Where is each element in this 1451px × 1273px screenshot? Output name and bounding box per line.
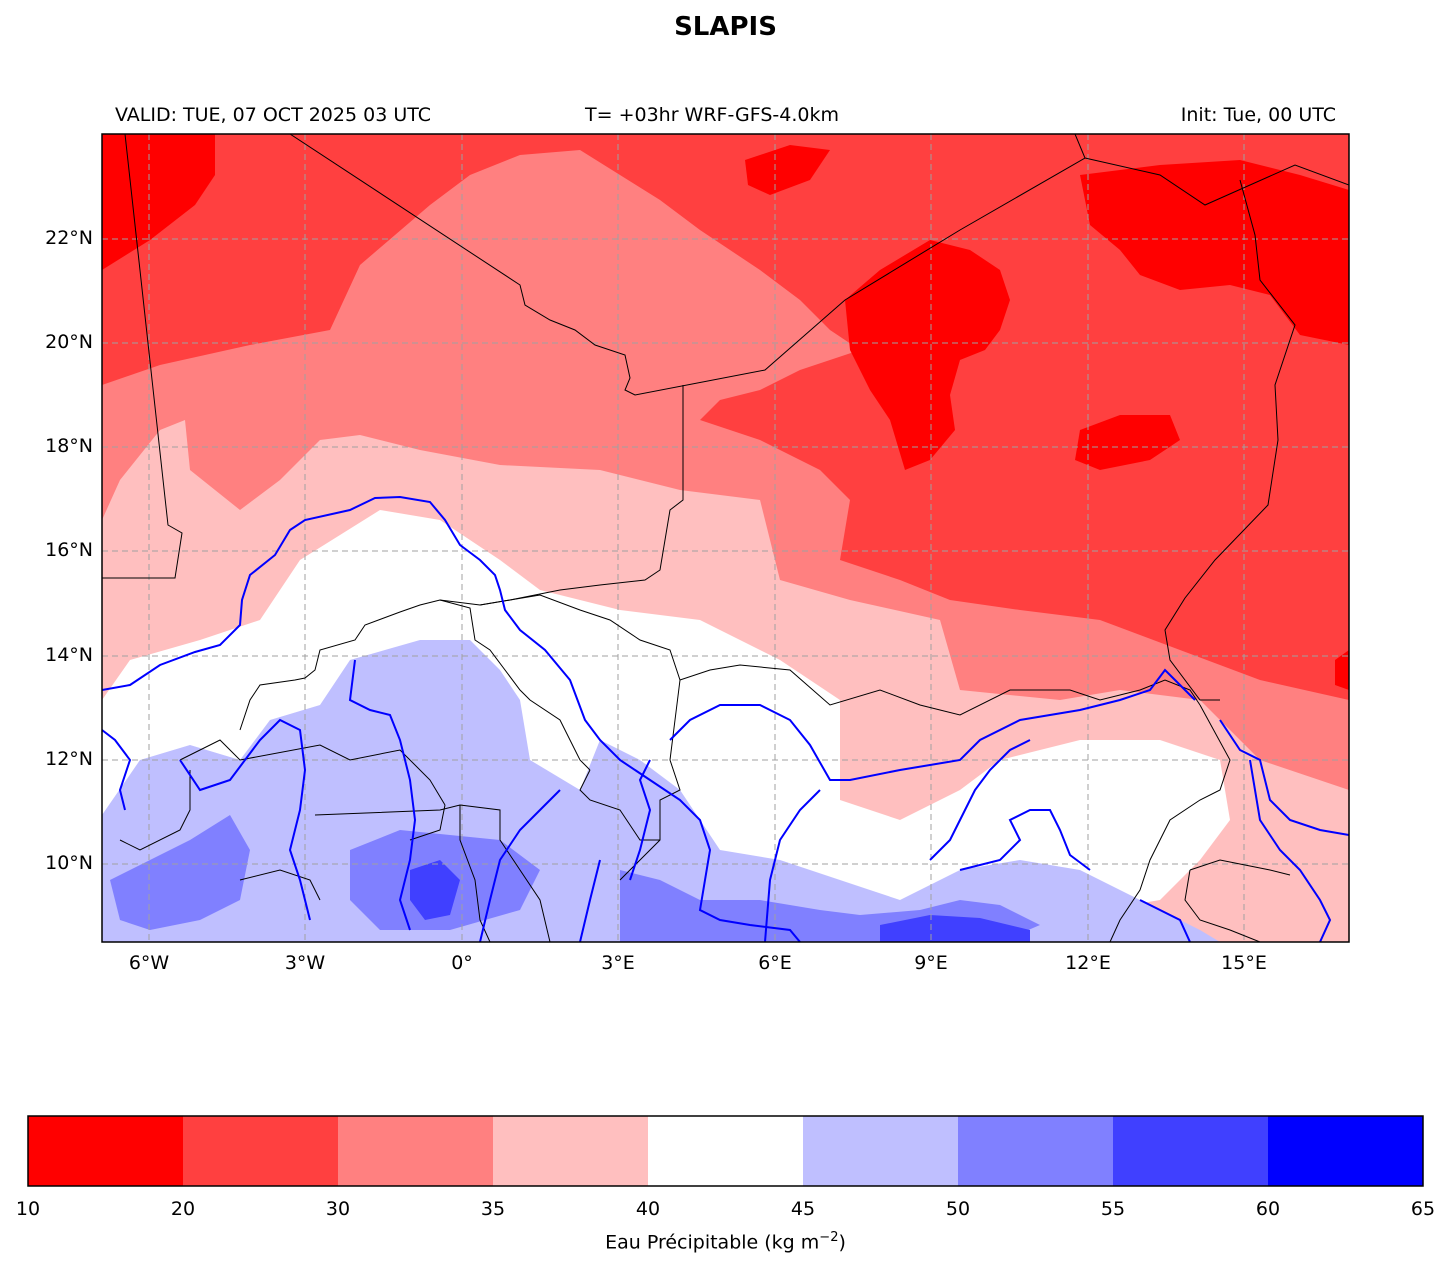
colorbar-frame [27,1115,1424,1187]
colorbar-label-text: Eau Précipitable (kg m [605,1231,820,1254]
colorbar [28,1116,1424,1186]
lat-label-10n: 10°N [45,852,93,874]
colorbar-label: Eau Précipitable (kg m−2) [0,1230,1451,1253]
band-10-20-north [745,145,830,195]
lat-label-14n: 14°N [45,644,93,666]
colorbar-tick: 65 [1410,1198,1436,1220]
lon-label-3w: 3°W [284,952,326,974]
colorbar-tick: 45 [790,1198,816,1220]
colorbar-swatch [28,1116,184,1186]
colorbar-label-end: ) [838,1231,846,1254]
lat-label-20n: 20°N [45,331,93,353]
colorbar-swatch [1268,1116,1424,1186]
lat-label-16n: 16°N [45,539,93,561]
colorbar-tick: 40 [635,1198,661,1220]
model-run-label: T= +03hr WRF-GFS-4.0km [585,104,839,126]
colorbar-tick: 60 [1255,1198,1281,1220]
colorbar-tick: 30 [325,1198,351,1220]
colorbar-swatch [958,1116,1114,1186]
colorbar-swatch [493,1116,649,1186]
band-10-20-center [845,240,1010,470]
band-50-55 [110,815,1040,942]
lat-label-12n: 12°N [45,748,93,770]
band-10-20-east [1335,650,1349,690]
map-title: SLAPIS [674,12,777,42]
colorbar-tick: 35 [480,1198,506,1220]
colorbar-swatch [803,1116,959,1186]
colorbar-label-sup: −2 [819,1230,839,1245]
rivers [102,495,1349,942]
lon-label-15e: 15°E [1221,952,1267,974]
colorbar-swatch [1113,1116,1269,1186]
lon-label-0: 0° [451,952,473,974]
colorbar-tick: 50 [945,1198,971,1220]
precipitable-water-field [102,134,1349,942]
map-frame [101,133,1350,943]
lat-label-18n: 18°N [45,435,93,457]
band-55-60 [410,860,1030,942]
colorbar-swatch [338,1116,494,1186]
valid-time-label: VALID: TUE, 07 OCT 2025 03 UTC [115,104,431,126]
colorbar-swatch [183,1116,339,1186]
country-borders [102,134,1349,942]
graticule [102,134,1349,942]
lon-label-12e: 12°E [1065,952,1111,974]
lon-label-9e: 9°E [914,952,948,974]
lon-label-6w: 6°W [128,952,170,974]
band-10-20-spot [1075,415,1180,470]
colorbar-tick: 20 [170,1198,196,1220]
lat-label-22n: 22°N [45,227,93,249]
colorbar-swatch [648,1116,804,1186]
band-10-20-ne [1080,160,1349,345]
lon-label-6e: 6°E [758,952,792,974]
lon-label-3e: 3°E [601,952,635,974]
colorbar-tick: 10 [15,1198,41,1220]
band-10-20-nw [102,134,215,270]
init-time-label: Init: Tue, 00 UTC [1180,104,1336,126]
colorbar-tick: 55 [1100,1198,1126,1220]
